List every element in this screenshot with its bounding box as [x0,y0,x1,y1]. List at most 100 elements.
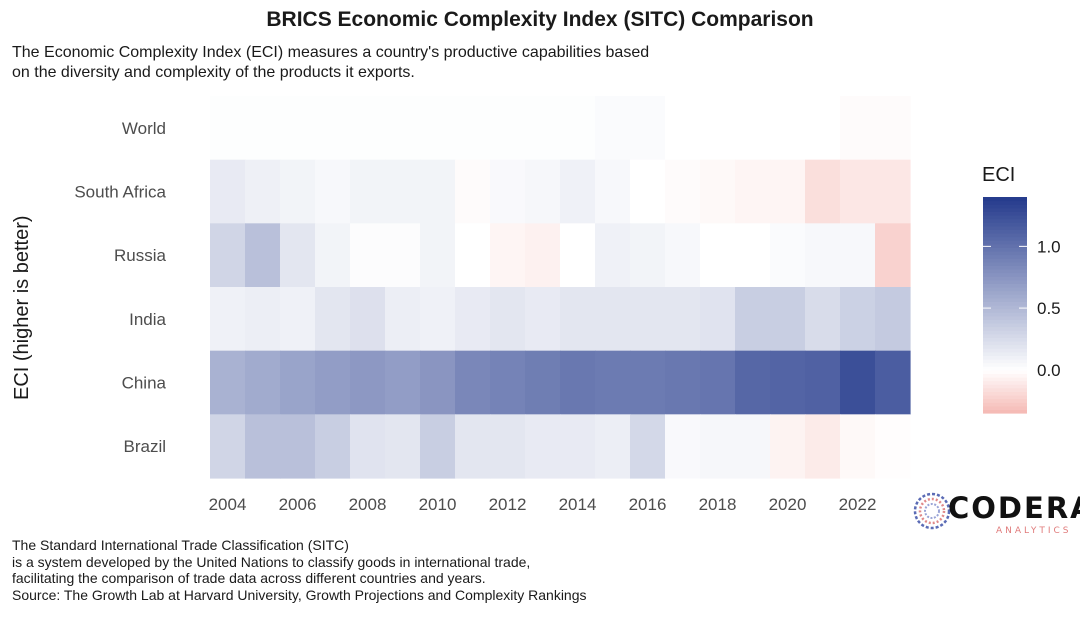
legend-colorbar-segment [983,251,1027,256]
legend-title: ECI [982,164,1016,186]
legend-colorbar-segment [983,395,1027,400]
chart-title: BRICS Economic Complexity Index (SITC) C… [266,8,814,31]
heatmap-cell [595,159,631,224]
heatmap-cell [560,350,596,415]
heatmap-cell [595,223,631,288]
y-tick-label: India [129,310,166,329]
heatmap-cell [420,287,456,352]
caption-line: facilitating the comparison of trade dat… [12,570,486,586]
legend-tick-label: 1.0 [1037,237,1061,256]
heatmap-cell [560,96,596,161]
legend-colorbar-segment [983,359,1027,364]
heatmap-cell [595,350,631,415]
heatmap-cell [665,159,701,224]
heatmap-cell [840,96,876,161]
heatmap-cell [770,350,806,415]
legend-colorbar-segment [983,402,1027,407]
heatmap-cell [840,414,876,479]
heatmap-cell [875,223,911,288]
heatmap-cell [770,223,806,288]
logo-swirl-icon [913,492,951,530]
legend-tick-label: 0.5 [1037,299,1061,318]
heatmap-cell [350,159,386,224]
legend-colorbar-segment [983,297,1027,302]
x-tick-label: 2012 [489,495,527,514]
legend-colorbar-segment [983,261,1027,266]
heatmap-cell [280,223,316,288]
heatmap-cell [525,96,561,161]
heatmap-cell [210,350,246,415]
heatmap-cell [350,350,386,415]
heatmap-cell [455,96,491,161]
heatmap-cell [385,159,421,224]
heatmap-cell [490,414,526,479]
heatmap-cell [875,96,911,161]
heatmap-cell [840,350,876,415]
legend-colorbar-segment [983,290,1027,295]
legend-colorbar-segment [983,369,1027,374]
subtitle-line: The Economic Complexity Index (ECI) meas… [12,44,650,61]
heatmap-cell [455,287,491,352]
x-tick-label: 2022 [839,495,877,514]
heatmap-cell [210,287,246,352]
heatmap-cell [315,159,351,224]
heatmap-cell [385,287,421,352]
heatmap-cell [385,96,421,161]
legend-colorbar-segment [983,391,1027,396]
heatmap-cell [455,223,491,288]
heatmap-cell [210,159,246,224]
legend-colorbar-segment [983,319,1027,324]
heatmap-cell [735,287,771,352]
heatmap-cell [630,96,666,161]
heatmap-cell [700,414,736,479]
caption-line: The Standard International Trade Classif… [12,537,349,553]
heatmap-cell [245,287,281,352]
heatmap-cell [385,414,421,479]
heatmap-cell [700,287,736,352]
heatmap-cell [595,414,631,479]
legend-tick-label: 0.0 [1037,361,1061,380]
heatmap-cell [770,159,806,224]
heatmap-cell [840,223,876,288]
heatmap-cell [700,159,736,224]
logo-subtext: ANALYTICS [996,526,1072,536]
heatmap-cell [280,159,316,224]
legend-colorbar-segment [983,333,1027,338]
heatmap-cell [665,414,701,479]
heatmap-cell [315,223,351,288]
x-tick-label: 2016 [629,495,667,514]
heatmap-cell [210,414,246,479]
heatmap-cell [735,350,771,415]
legend-colorbar-segment [983,301,1027,306]
legend-colorbar-segment [983,305,1027,310]
legend-colorbar-segment [983,330,1027,335]
heatmap-cell [420,350,456,415]
heatmap-cell [525,414,561,479]
legend-colorbar-segment [983,315,1027,320]
heatmap-cell [245,414,281,479]
legend-colorbar-segment [983,294,1027,299]
legend-colorbar-segment [983,344,1027,349]
heatmap-cell [455,159,491,224]
heatmap-cell [735,414,771,479]
heatmap-cell [875,350,911,415]
heatmap-cell [770,287,806,352]
x-tick-label: 2008 [349,495,387,514]
heatmap-cell [665,350,701,415]
heatmap-cell [490,96,526,161]
y-tick-label: Russia [114,246,167,265]
legend-colorbar-segment [983,233,1027,238]
x-tick-label: 2010 [419,495,457,514]
legend-colorbar-segment [983,387,1027,392]
heatmap-cell [770,414,806,479]
heatmap-cell [560,223,596,288]
heatmap-cell [525,287,561,352]
heatmap-cell [350,414,386,479]
heatmap-cell [700,96,736,161]
heatmap-cell [630,159,666,224]
heatmap-cell [665,223,701,288]
heatmap-cell [490,159,526,224]
heatmap-cell [525,223,561,288]
heatmap-cell [805,287,841,352]
